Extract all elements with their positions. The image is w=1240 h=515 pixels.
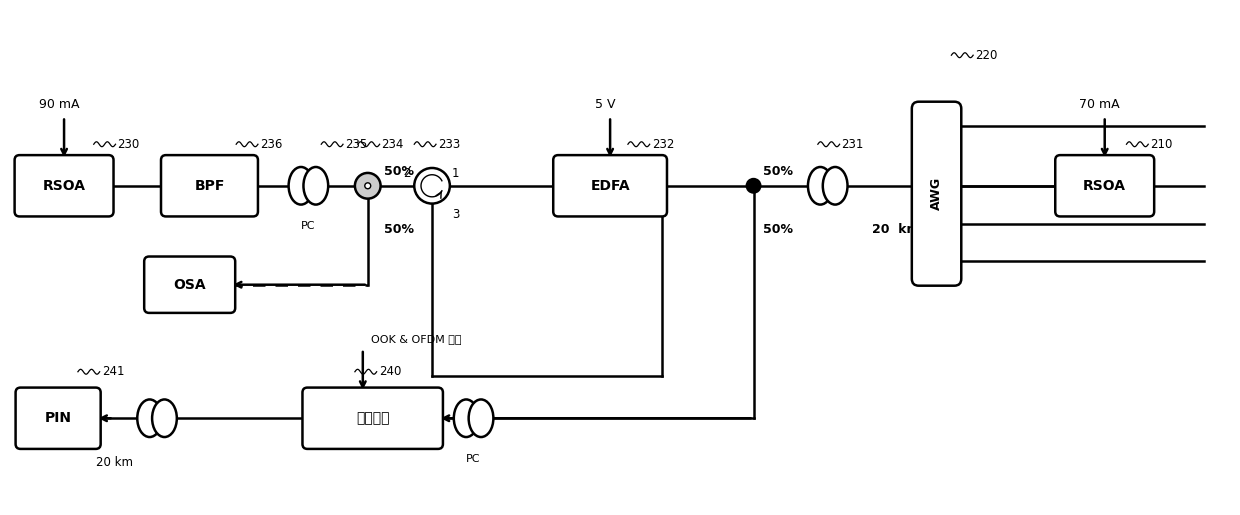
Text: 232: 232 — [652, 138, 675, 151]
Text: 20 km: 20 km — [95, 456, 133, 469]
Text: 50%: 50% — [383, 224, 414, 236]
Text: 70 mA: 70 mA — [1080, 98, 1120, 111]
Ellipse shape — [153, 400, 177, 437]
Text: 50%: 50% — [764, 165, 794, 178]
Ellipse shape — [304, 167, 329, 204]
FancyBboxPatch shape — [161, 155, 258, 216]
Text: 240: 240 — [378, 365, 401, 378]
Text: 50%: 50% — [764, 224, 794, 236]
Text: 235: 235 — [345, 138, 367, 151]
FancyBboxPatch shape — [911, 101, 961, 286]
Text: PC: PC — [301, 221, 316, 231]
FancyBboxPatch shape — [553, 155, 667, 216]
Text: 236: 236 — [260, 138, 283, 151]
Text: 230: 230 — [118, 138, 140, 151]
FancyBboxPatch shape — [303, 388, 443, 449]
Text: PC: PC — [466, 454, 481, 464]
FancyBboxPatch shape — [1055, 155, 1154, 216]
Circle shape — [746, 179, 760, 193]
Text: 3: 3 — [451, 208, 459, 220]
Text: 光调制器: 光调制器 — [356, 411, 389, 425]
Text: EDFA: EDFA — [590, 179, 630, 193]
Text: 241: 241 — [102, 365, 124, 378]
Text: 2: 2 — [403, 167, 410, 180]
Text: 20  km: 20 km — [872, 224, 920, 236]
Text: RSOA: RSOA — [42, 179, 86, 193]
Text: 231: 231 — [842, 138, 864, 151]
FancyBboxPatch shape — [16, 388, 100, 449]
Text: 5 V: 5 V — [595, 98, 615, 111]
Text: 234: 234 — [382, 138, 404, 151]
Circle shape — [355, 173, 381, 199]
Text: PIN: PIN — [45, 411, 72, 425]
Ellipse shape — [454, 400, 479, 437]
Text: RSOA: RSOA — [1084, 179, 1126, 193]
Text: OSA: OSA — [174, 278, 206, 291]
Ellipse shape — [808, 167, 833, 204]
Text: 233: 233 — [438, 138, 460, 151]
Circle shape — [365, 183, 371, 189]
FancyBboxPatch shape — [144, 256, 236, 313]
FancyBboxPatch shape — [15, 155, 114, 216]
Ellipse shape — [138, 400, 162, 437]
Text: 1: 1 — [451, 167, 459, 180]
Text: 210: 210 — [1151, 138, 1173, 151]
Text: OOK & OFDM 信号: OOK & OFDM 信号 — [371, 334, 461, 344]
Text: AWG: AWG — [930, 177, 944, 210]
Ellipse shape — [289, 167, 314, 204]
Circle shape — [414, 168, 450, 203]
Text: 50%: 50% — [383, 165, 414, 178]
Text: 90 mA: 90 mA — [38, 98, 79, 111]
Text: 220: 220 — [975, 49, 997, 62]
Ellipse shape — [823, 167, 847, 204]
Ellipse shape — [469, 400, 494, 437]
Text: BPF: BPF — [195, 179, 224, 193]
